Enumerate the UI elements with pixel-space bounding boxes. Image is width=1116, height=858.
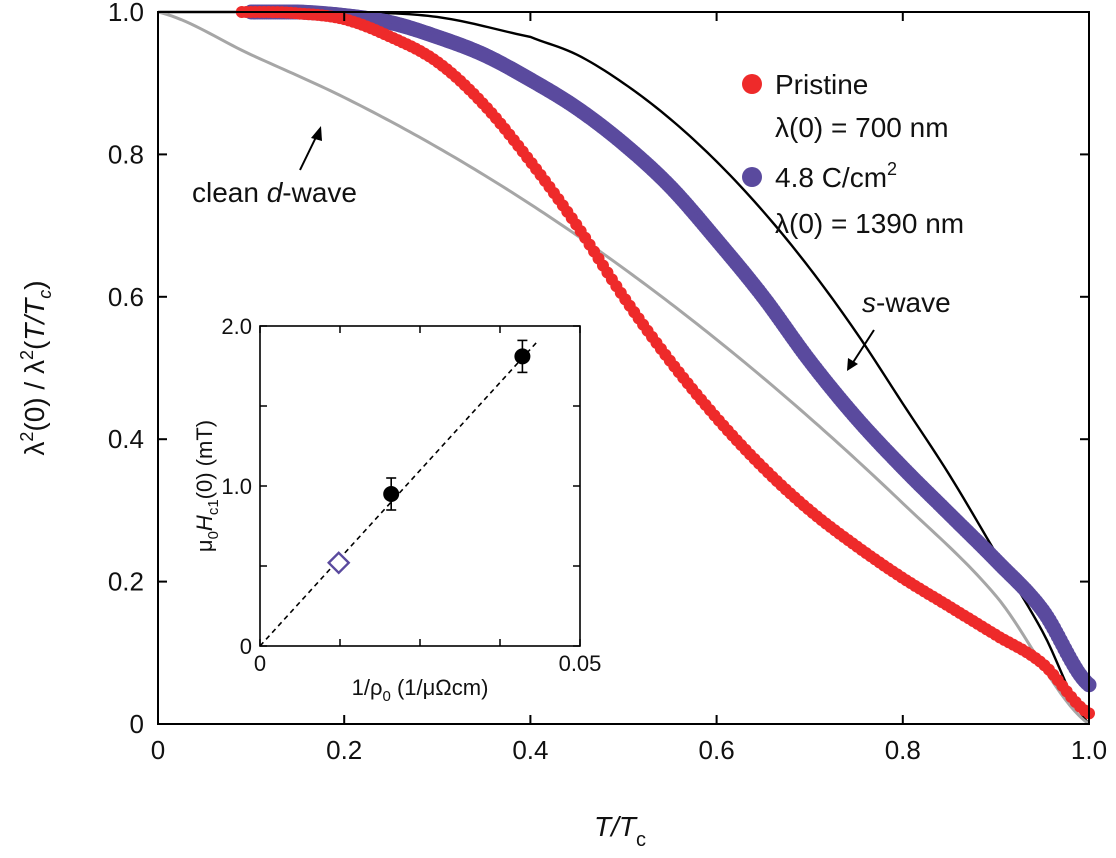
x-tick-label: 0.8 [885, 735, 921, 765]
legend-marker-irradiated [742, 167, 762, 187]
curve-clean-d-wave [157, 10, 1090, 726]
legend: Pristine λ(0) = 700 nm 4.8 C/cm2 λ(0) = … [742, 69, 964, 239]
inset-data-point [514, 348, 531, 365]
legend-label-pristine: Pristine [775, 69, 868, 100]
inset-data-point-diamond [327, 551, 351, 575]
y-tick-label: 1.0 [108, 0, 144, 27]
inset-y-tick-label: 2.0 [221, 314, 252, 339]
y-tick-label: 0.6 [108, 282, 144, 312]
legend-sublabel-irradiated: λ(0) = 1390 nm [775, 208, 964, 239]
inset-fit-line [259, 339, 539, 647]
annotation-arrow-s-wave [851, 329, 875, 365]
inset-x-tick-label: 0 [254, 651, 266, 676]
x-axis-label: T/Tc [594, 811, 646, 851]
inset-ticks: 0 0.05 0 1.0 2.0 [221, 314, 601, 676]
inset-background [260, 326, 580, 646]
x-tick-label: 0 [151, 735, 165, 765]
annotation-arrowhead-clean-d-wave [311, 126, 322, 141]
inset-y-tick-label: 1.0 [221, 474, 252, 499]
main-series [235, 4, 1097, 720]
legend-label-irradiated: 4.8 C/cm2 [775, 159, 897, 193]
annotation-arrowhead-s-wave [847, 358, 858, 371]
x-tick-label: 0.2 [326, 735, 362, 765]
main-plot-frame [157, 11, 1090, 725]
inset-content [259, 339, 539, 647]
y-tick-label: 0.8 [108, 139, 144, 169]
inset-data-point [383, 486, 400, 502]
annotation-arrow-clean-d-wave [299, 132, 319, 171]
x-tick-label: 0.6 [699, 735, 735, 765]
inset-x-tick-label: 0.05 [559, 651, 602, 676]
inset-y-tick-label: 0 [240, 634, 252, 659]
annotation-clean-d-wave: clean d-wave [192, 177, 357, 208]
y-tick-label: 0.2 [108, 567, 144, 597]
y-tick-label: 0.4 [108, 424, 144, 454]
x-tick-label: 1.0 [1071, 735, 1107, 765]
inset-x-axis-label: 1/ρ0 (1/μΩcm) [352, 675, 489, 705]
x-tick-label: 0.4 [512, 735, 548, 765]
main-ticks: 0 0.2 0.4 0.6 0.8 1.0 0 0.2 0.4 0.6 0.8 1.0 [108, 0, 1107, 765]
annotation-s-wave: s-wave [862, 287, 951, 318]
inset-y-axis-label: μ0Hc1(0) (mT) [192, 420, 222, 552]
annotations: clean d-wave s-wave [192, 126, 951, 371]
y-axis-label: λ2(0) / λ2(T/Tc) [17, 280, 55, 455]
legend-marker-pristine [742, 74, 762, 94]
legend-sublabel-pristine: λ(0) = 700 nm [775, 112, 949, 143]
y-tick-label: 0 [130, 709, 144, 739]
